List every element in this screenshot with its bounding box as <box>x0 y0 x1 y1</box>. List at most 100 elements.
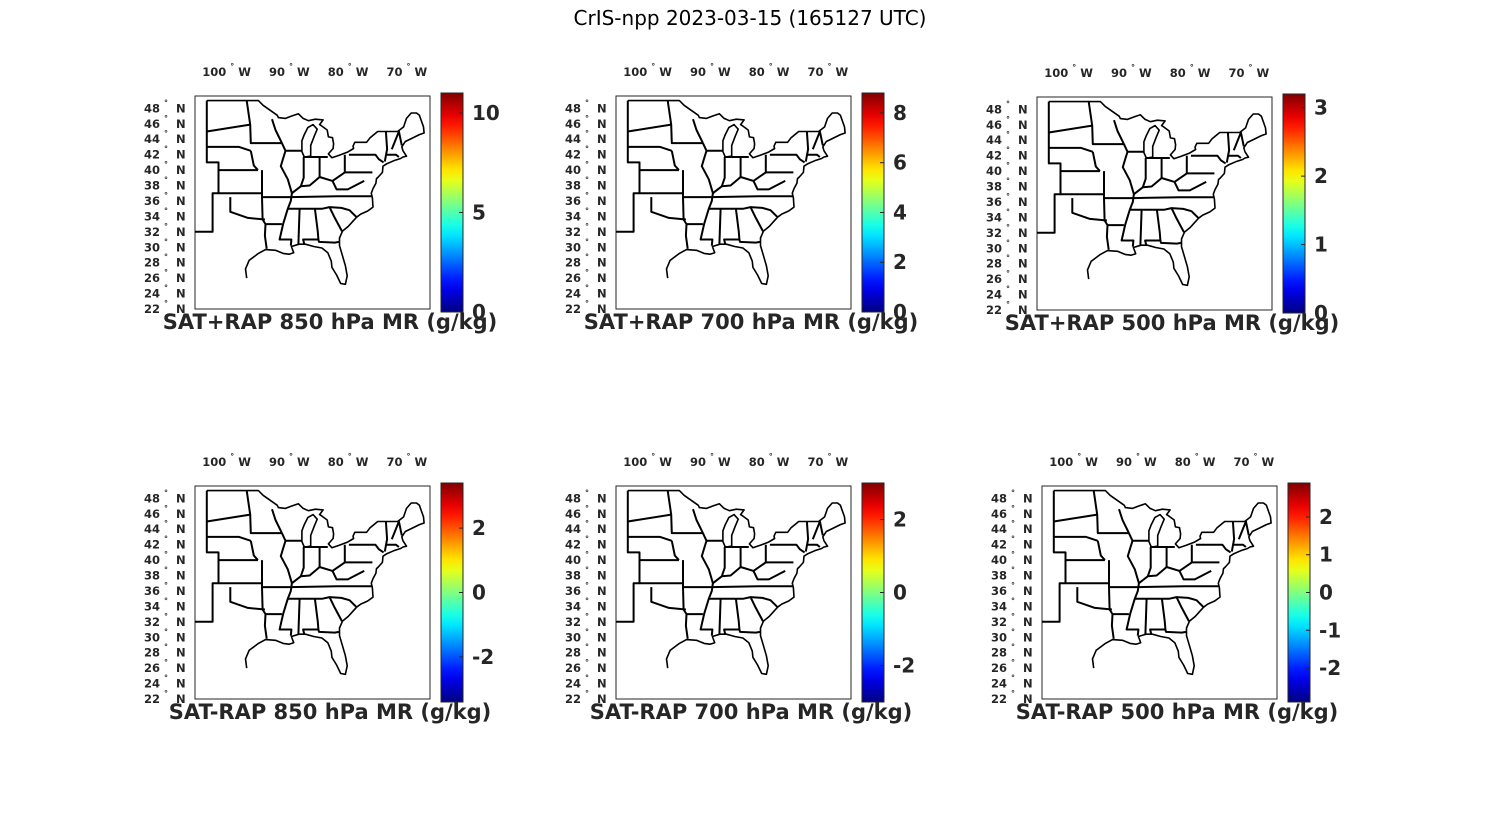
degree-symbol: ° <box>585 643 589 652</box>
state-border <box>1175 596 1190 622</box>
colorbar-tick-label: 0 <box>1314 301 1328 325</box>
lat-hemisphere-label: N <box>176 553 186 567</box>
degree-symbol: ° <box>585 222 589 231</box>
state-border <box>749 596 764 622</box>
lon-tick-label: 90 <box>269 65 285 79</box>
state-border <box>764 154 794 174</box>
lon-hemisphere-label: W <box>238 65 251 79</box>
lake-outline <box>1148 513 1165 548</box>
colorbar-tick-label: 2 <box>893 508 907 532</box>
map-frame <box>1041 485 1278 700</box>
state-border <box>195 490 220 623</box>
lat-tick-label: 42 <box>565 538 581 552</box>
lat-tick-label: 30 <box>991 630 1007 644</box>
degree-symbol: ° <box>585 176 589 185</box>
degree-symbol: ° <box>585 658 589 667</box>
colorbar-tick-label: 8 <box>893 101 907 125</box>
state-border <box>245 490 282 535</box>
lat-hemisphere-label: N <box>597 553 607 567</box>
state-border <box>1227 154 1242 159</box>
panel-title: SAT+RAP 850 hPa MR (g/kg) <box>162 310 498 334</box>
state-border <box>1170 207 1185 233</box>
degree-symbol: ° <box>710 62 714 71</box>
state-border <box>328 596 343 622</box>
lon-hemisphere-label: W <box>1080 66 1093 80</box>
lat-tick-label: 38 <box>986 180 1002 194</box>
lat-tick-label: 26 <box>144 271 160 285</box>
colorbar <box>861 92 885 313</box>
degree-symbol: ° <box>164 145 168 154</box>
state-border <box>1042 490 1067 623</box>
lat-tick-label: 48 <box>565 491 581 505</box>
state-border <box>764 544 794 564</box>
degree-symbol: ° <box>651 62 655 71</box>
lat-hemisphere-label: N <box>176 507 186 521</box>
lat-tick-label: 32 <box>986 226 1002 240</box>
degree-symbol: ° <box>164 504 168 513</box>
state-border <box>1173 181 1207 192</box>
lat-hemisphere-label: N <box>597 225 607 239</box>
degree-symbol: ° <box>1011 581 1015 590</box>
degree-symbol: ° <box>651 452 655 461</box>
lon-tick-label: 70 <box>1233 455 1249 469</box>
lat-tick-label: 46 <box>144 507 160 521</box>
lat-hemisphere-label: N <box>597 569 607 583</box>
lat-hemisphere-label: N <box>176 209 186 223</box>
lat-tick-label: 40 <box>986 164 1002 178</box>
degree-symbol: ° <box>164 191 168 200</box>
state-border <box>383 521 389 552</box>
colorbar <box>440 92 464 313</box>
state-border <box>249 540 259 561</box>
degree-symbol: ° <box>828 62 832 71</box>
colorbar-tick-label: 5 <box>472 200 486 224</box>
state-border <box>804 521 810 552</box>
lat-tick-label: 28 <box>991 646 1007 660</box>
lat-tick-label: 32 <box>565 615 581 629</box>
lat-hemisphere-label: N <box>1018 241 1028 255</box>
lat-hemisphere-label: N <box>176 148 186 162</box>
state-border <box>385 543 400 548</box>
lake-outline <box>301 513 318 548</box>
state-border <box>1076 587 1112 611</box>
lat-hemisphere-label: N <box>176 630 186 644</box>
coastline <box>1053 489 1272 676</box>
degree-symbol: ° <box>164 160 168 169</box>
degree-symbol: ° <box>1190 63 1194 72</box>
degree-symbol: ° <box>164 114 168 123</box>
degree-symbol: ° <box>585 160 589 169</box>
degree-symbol: ° <box>164 488 168 497</box>
state-boundaries <box>616 99 846 286</box>
degree-symbol: ° <box>1131 63 1135 72</box>
state-border <box>752 570 786 581</box>
lat-tick-label: 32 <box>991 615 1007 629</box>
state-border <box>249 150 259 171</box>
lat-tick-label: 40 <box>144 553 160 567</box>
degree-symbol: ° <box>289 452 293 461</box>
lon-tick-label: 80 <box>328 455 344 469</box>
lat-hemisphere-label: N <box>176 615 186 629</box>
degree-symbol: ° <box>348 452 352 461</box>
lat-hemisphere-label: N <box>176 271 186 285</box>
lon-tick-label: 80 <box>749 65 765 79</box>
lat-tick-label: 30 <box>565 630 581 644</box>
lon-tick-label: 70 <box>386 65 402 79</box>
lat-hemisphere-label: N <box>1023 692 1033 706</box>
state-boundaries <box>195 99 425 286</box>
colorbar-tick-label: 6 <box>893 151 907 175</box>
state-border <box>383 131 389 162</box>
degree-symbol: ° <box>230 452 234 461</box>
state-border <box>206 123 251 133</box>
lon-tick-label: 100 <box>1049 455 1073 469</box>
lon-hemisphere-label: W <box>659 455 672 469</box>
state-border <box>616 490 641 623</box>
degree-symbol: ° <box>164 535 168 544</box>
state-border <box>650 197 686 221</box>
colorbar-tick-label: 2 <box>1314 164 1328 188</box>
degree-symbol: ° <box>585 98 589 107</box>
lat-hemisphere-label: N <box>1018 288 1028 302</box>
lat-tick-label: 46 <box>565 117 581 131</box>
degree-symbol: ° <box>585 129 589 138</box>
lon-hemisphere-label: W <box>238 455 251 469</box>
state-border <box>1091 151 1101 172</box>
map-panel: 100 ° W 90 ° W 80 ° W 70 ° W 48 ° N 46 ° N 44 ° N 42 ° N 40 ° N 38 °… <box>120 60 540 360</box>
